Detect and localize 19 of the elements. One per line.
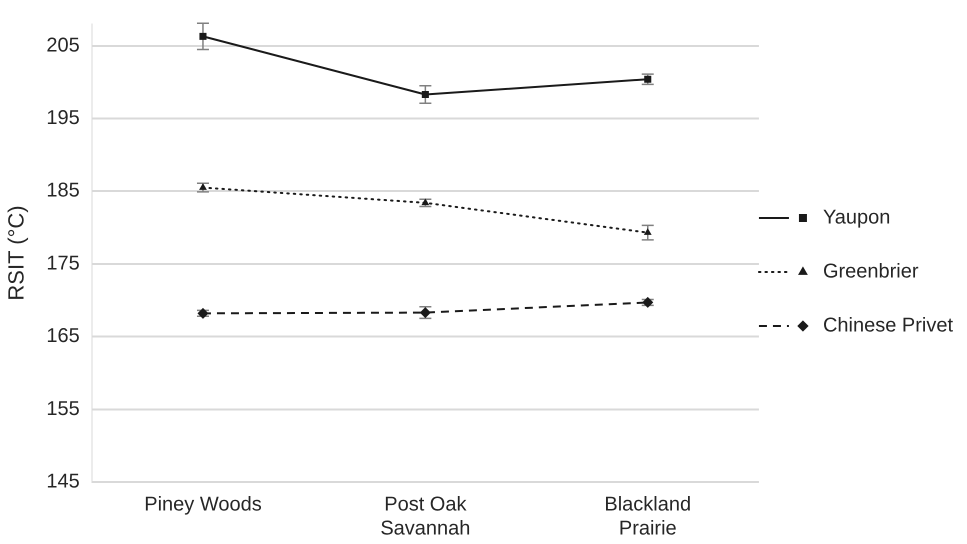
y-tick-label: 145 [46, 470, 80, 493]
point [421, 198, 430, 206]
y-axis-title: RSIT (°C) [3, 205, 28, 301]
point [644, 228, 652, 235]
x-tick-label: Piney Woods [144, 494, 262, 516]
y-tick-label: 205 [46, 34, 80, 56]
point [199, 183, 207, 190]
y-tick-label: 165 [46, 325, 80, 348]
category-label: Savannah [380, 518, 470, 540]
y-tick-label: 175 [46, 252, 80, 274]
y-tick-label: 185 [46, 180, 80, 202]
category-label: Blackland [604, 494, 692, 516]
legend-label: Yaupon [822, 206, 890, 229]
legend-label: Greenbrier [822, 260, 919, 283]
y-tick-label: 155 [46, 398, 80, 420]
category-label: Prairie [618, 518, 677, 540]
category-label: Post Oak [384, 494, 466, 516]
y-tick-label: 195 [46, 107, 80, 130]
legend-label: Chinese Privet [822, 314, 954, 337]
